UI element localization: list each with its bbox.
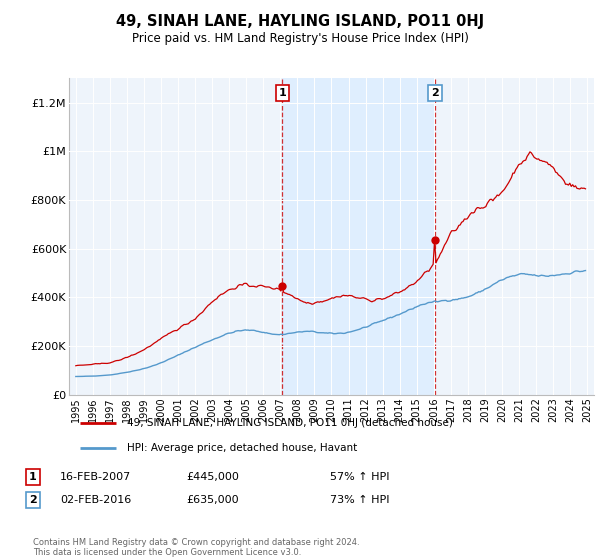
Text: Contains HM Land Registry data © Crown copyright and database right 2024.
This d: Contains HM Land Registry data © Crown c… (33, 538, 359, 557)
Text: 73% ↑ HPI: 73% ↑ HPI (330, 495, 389, 505)
Text: HPI: Average price, detached house, Havant: HPI: Average price, detached house, Hava… (127, 442, 357, 452)
Text: 02-FEB-2016: 02-FEB-2016 (60, 495, 131, 505)
Text: £445,000: £445,000 (186, 472, 239, 482)
Text: 57% ↑ HPI: 57% ↑ HPI (330, 472, 389, 482)
Text: 2: 2 (29, 495, 37, 505)
Bar (283, 78, 435, 395)
Text: Price paid vs. HM Land Registry's House Price Index (HPI): Price paid vs. HM Land Registry's House … (131, 32, 469, 45)
Text: 49, SINAH LANE, HAYLING ISLAND, PO11 0HJ: 49, SINAH LANE, HAYLING ISLAND, PO11 0HJ (116, 14, 484, 29)
Text: 16-FEB-2007: 16-FEB-2007 (60, 472, 131, 482)
Text: 49, SINAH LANE, HAYLING ISLAND, PO11 0HJ (detached house): 49, SINAH LANE, HAYLING ISLAND, PO11 0HJ… (127, 418, 452, 428)
Text: 1: 1 (278, 88, 286, 98)
Text: £635,000: £635,000 (186, 495, 239, 505)
Text: 1: 1 (29, 472, 37, 482)
Text: 2: 2 (431, 88, 439, 98)
